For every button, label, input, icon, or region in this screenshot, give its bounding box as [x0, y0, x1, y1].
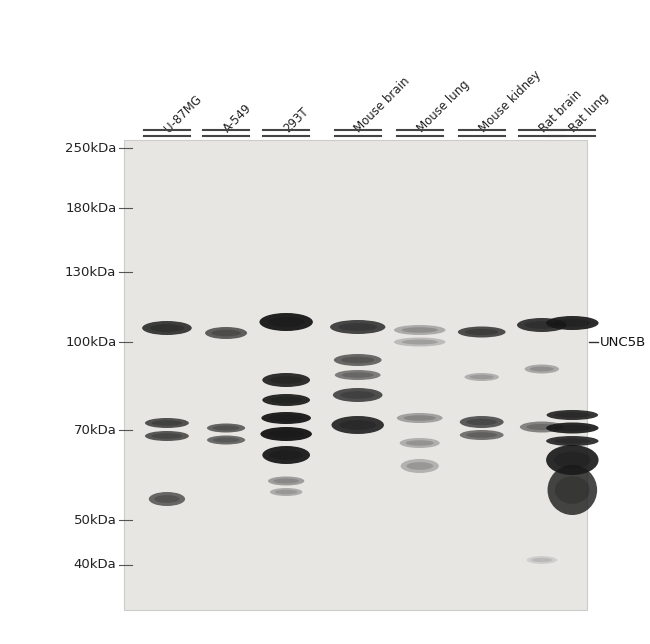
Ellipse shape [554, 412, 590, 418]
Ellipse shape [270, 397, 303, 403]
Text: 180kDa: 180kDa [65, 202, 116, 214]
Ellipse shape [151, 433, 182, 439]
Ellipse shape [466, 432, 497, 438]
Ellipse shape [526, 556, 557, 564]
Text: Mouse brain: Mouse brain [352, 75, 413, 135]
Text: Mouse lung: Mouse lung [414, 78, 471, 135]
Text: 40kDa: 40kDa [73, 558, 116, 571]
Text: 293T: 293T [281, 105, 311, 135]
Ellipse shape [207, 424, 245, 433]
Ellipse shape [154, 495, 179, 503]
Ellipse shape [261, 427, 312, 441]
Ellipse shape [554, 439, 591, 444]
Ellipse shape [259, 313, 313, 331]
Ellipse shape [458, 327, 506, 337]
Ellipse shape [400, 438, 440, 448]
Ellipse shape [149, 492, 185, 506]
Text: 70kDa: 70kDa [73, 424, 116, 437]
Ellipse shape [145, 418, 189, 428]
Ellipse shape [335, 370, 381, 380]
Ellipse shape [466, 419, 497, 425]
Ellipse shape [554, 319, 591, 327]
Ellipse shape [400, 459, 439, 473]
Ellipse shape [547, 410, 598, 420]
Ellipse shape [263, 394, 310, 406]
Text: U-87MG: U-87MG [162, 93, 204, 135]
Ellipse shape [525, 321, 559, 329]
Ellipse shape [142, 321, 192, 335]
Ellipse shape [270, 450, 303, 460]
Ellipse shape [261, 412, 311, 424]
Ellipse shape [274, 478, 299, 484]
Ellipse shape [334, 354, 382, 366]
Ellipse shape [150, 324, 185, 332]
Ellipse shape [267, 317, 305, 327]
Ellipse shape [465, 329, 499, 335]
Text: UNC5B: UNC5B [600, 336, 646, 348]
Ellipse shape [402, 339, 437, 345]
Text: 100kDa: 100kDa [65, 336, 116, 348]
Ellipse shape [531, 558, 552, 562]
Ellipse shape [520, 422, 564, 433]
Ellipse shape [341, 357, 374, 363]
Ellipse shape [268, 477, 304, 486]
Ellipse shape [268, 430, 304, 438]
Text: 250kDa: 250kDa [65, 142, 116, 155]
Ellipse shape [211, 330, 240, 336]
Text: Rat brain: Rat brain [536, 88, 584, 135]
Ellipse shape [151, 421, 182, 426]
Text: Mouse kidney: Mouse kidney [476, 68, 543, 135]
Ellipse shape [546, 422, 599, 433]
Ellipse shape [554, 451, 591, 468]
Ellipse shape [263, 446, 310, 464]
Ellipse shape [332, 416, 384, 434]
Ellipse shape [275, 490, 298, 494]
Ellipse shape [342, 372, 374, 378]
Text: Rat lung: Rat lung [567, 91, 611, 135]
Bar [124, 140, 587, 610]
Ellipse shape [145, 431, 189, 441]
Ellipse shape [341, 391, 375, 399]
Ellipse shape [517, 318, 567, 332]
Ellipse shape [546, 436, 599, 446]
Ellipse shape [394, 337, 445, 346]
Ellipse shape [402, 327, 437, 333]
Ellipse shape [270, 488, 302, 496]
Text: 130kDa: 130kDa [65, 265, 116, 278]
Ellipse shape [270, 376, 303, 384]
Ellipse shape [207, 435, 245, 444]
Ellipse shape [213, 437, 239, 442]
Ellipse shape [339, 323, 377, 331]
Ellipse shape [339, 420, 376, 430]
Ellipse shape [406, 440, 434, 446]
Ellipse shape [263, 373, 310, 387]
Ellipse shape [526, 424, 557, 430]
Ellipse shape [404, 415, 436, 421]
Ellipse shape [555, 477, 590, 504]
Ellipse shape [333, 388, 382, 402]
Ellipse shape [470, 375, 494, 379]
Ellipse shape [394, 325, 445, 335]
Ellipse shape [554, 425, 591, 431]
Ellipse shape [269, 415, 304, 421]
Ellipse shape [546, 445, 599, 475]
Ellipse shape [547, 465, 597, 515]
Ellipse shape [330, 320, 385, 334]
Ellipse shape [213, 426, 239, 430]
Ellipse shape [460, 430, 504, 440]
Ellipse shape [530, 366, 554, 372]
Ellipse shape [396, 413, 443, 423]
Ellipse shape [546, 316, 599, 330]
Text: A-549: A-549 [221, 101, 254, 135]
Ellipse shape [465, 373, 499, 381]
Text: 50kDa: 50kDa [73, 513, 116, 527]
Ellipse shape [460, 416, 504, 428]
Ellipse shape [205, 327, 247, 339]
Ellipse shape [406, 462, 433, 470]
Ellipse shape [525, 365, 559, 374]
